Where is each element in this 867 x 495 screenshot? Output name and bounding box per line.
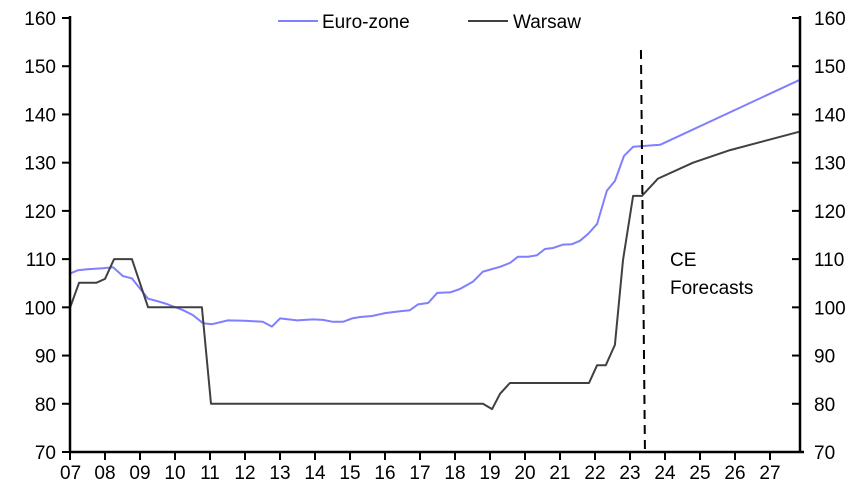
x-tick-label: 11: [200, 463, 220, 484]
y-tick-label-left: 100: [24, 298, 56, 319]
legend-label-warsaw: Warsaw: [513, 12, 581, 33]
x-tick-label: 24: [654, 463, 676, 484]
legend-label-euro-zone: Euro-zone: [322, 12, 410, 33]
y-tick-label-left: 140: [24, 105, 56, 126]
x-tick-label: 26: [724, 463, 745, 484]
y-tick-label-right: 110: [814, 250, 844, 271]
x-tick-label: 16: [374, 463, 395, 484]
x-tick-label: 17: [409, 463, 430, 484]
y-tick-label-right: 130: [814, 154, 846, 175]
x-tick-label: 08: [94, 463, 115, 484]
forecast-divider: [639, 49, 646, 453]
y-tick-label-left: 110: [26, 250, 56, 271]
y-tick-label-left: 90: [35, 347, 56, 368]
y-tick-label-left: 160: [24, 9, 56, 30]
series-lines: [69, 79, 800, 411]
y-tick-label-right: 100: [814, 298, 846, 319]
y-tick-label-right: 90: [814, 347, 835, 368]
x-tick-label: 18: [444, 463, 465, 484]
forecast-annotation: CE Forecasts: [670, 250, 753, 299]
y-tick-label-right: 80: [814, 395, 835, 416]
x-tick-label: 14: [304, 463, 326, 484]
x-tick-label: 12: [234, 463, 255, 484]
y-tick-label-right: 160: [814, 9, 846, 30]
series-line-euro-zone: [69, 79, 800, 328]
y-tick-label-left: 130: [24, 154, 56, 175]
axes: 70 70 80 80 90 90 100 100 110 110 120 120 130 130 140 1…: [24, 9, 845, 484]
x-tick-label: 19: [479, 463, 500, 484]
x-tick-label: 22: [584, 463, 605, 484]
y-tick-label-left: 150: [24, 57, 56, 78]
x-tick-label: 07: [60, 463, 81, 484]
y-tick-label-right: 70: [814, 443, 835, 464]
x-tick-label: 27: [759, 463, 780, 484]
x-tick-label: 23: [619, 463, 640, 484]
x-tick-label: 25: [689, 463, 710, 484]
x-tick-label: 09: [129, 463, 150, 484]
x-tick-label: 10: [164, 463, 185, 484]
y-tick-label-left: 80: [35, 395, 56, 416]
legend: Euro-zone Warsaw: [278, 12, 581, 33]
y-tick-label-right: 120: [814, 202, 846, 223]
y-tick-label-left: 70: [35, 443, 56, 464]
y-tick-label-right: 150: [814, 57, 846, 78]
x-tick-label: 15: [339, 463, 360, 484]
annotation-line-1: CE: [670, 250, 696, 271]
y-tick-label-left: 120: [24, 202, 56, 223]
x-tick-label: 20: [514, 463, 535, 484]
annotation-line-2: Forecasts: [670, 278, 753, 299]
series-line-warsaw: [69, 130, 800, 411]
x-tick-label: 21: [549, 463, 570, 484]
y-tick-label-right: 140: [814, 105, 846, 126]
x-tick-label: 13: [269, 463, 290, 484]
